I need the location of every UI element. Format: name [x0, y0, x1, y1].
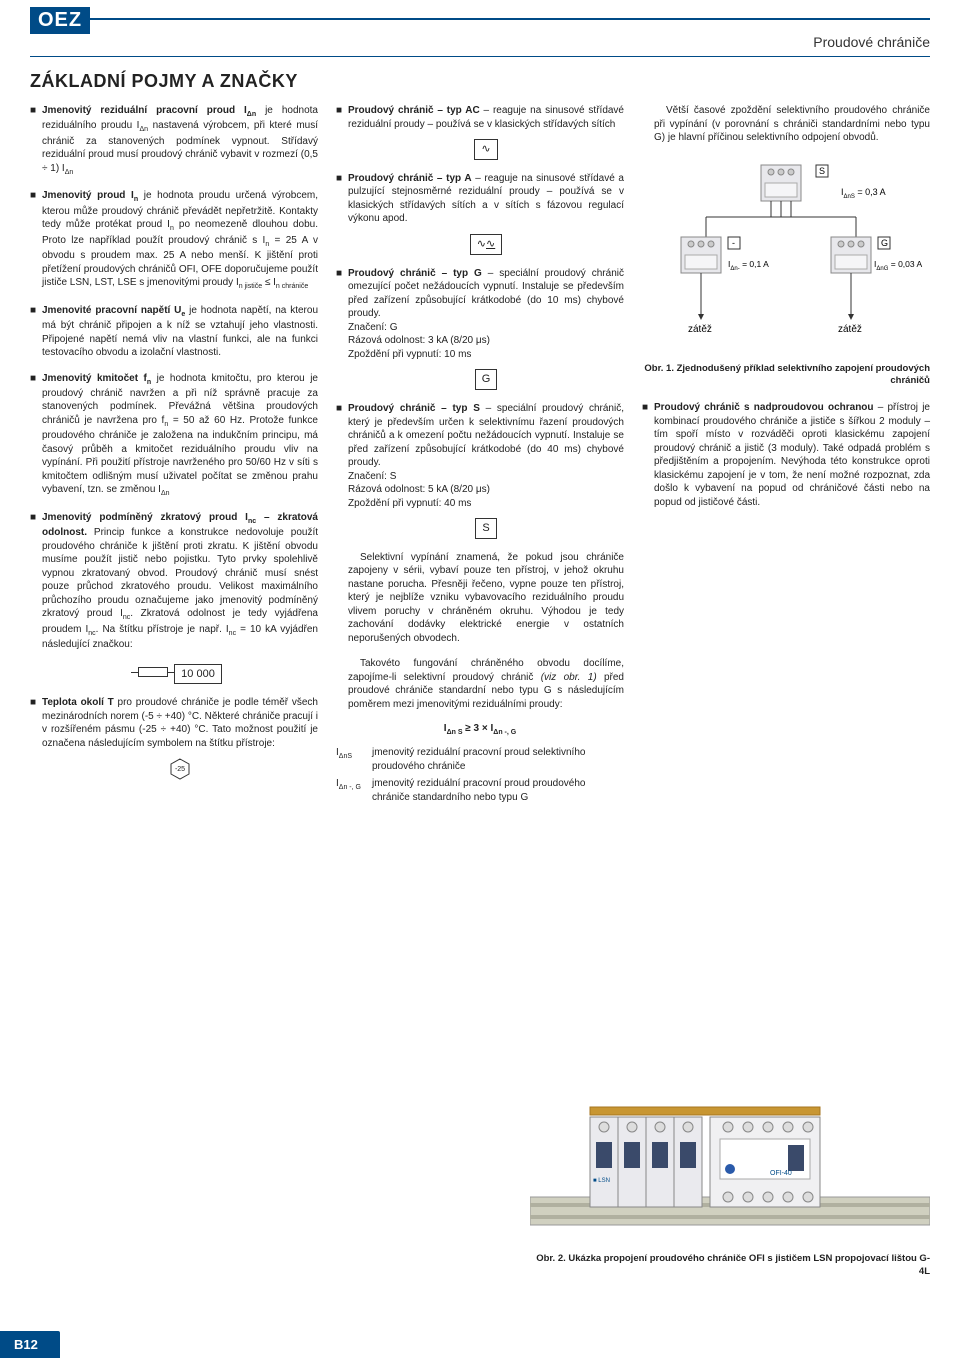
fig2-caption: Obr. 2. Ukázka propojení proudového chrá… [530, 1253, 930, 1278]
c1-item3: Jmenovité pracovní napětí Ue je hodnota … [42, 304, 318, 360]
c2-item6: Takovéto fungování chráněného obvodu doc… [348, 657, 624, 711]
svg-text:■ LSN: ■ LSN [593, 1178, 610, 1184]
g-symbol: G [475, 369, 498, 390]
svg-text:IΔnG = 0,03 A: IΔnG = 0,03 A [874, 259, 923, 272]
c1-item4: Jmenovitý kmitočet fn je hodnota kmitočt… [42, 372, 318, 499]
doc-title: Proudové chrániče [30, 34, 930, 50]
s-symbol: S [475, 518, 496, 539]
c1-item5: Jmenovitý podmíněný zkratový proud Inc –… [42, 511, 318, 685]
svg-text:S: S [819, 166, 825, 176]
svg-text:-: - [732, 238, 735, 248]
c1-item2: Jmenovitý proud In je hodnota proudu urč… [42, 189, 318, 291]
svg-text:OFI-40: OFI-40 [770, 1170, 792, 1177]
c1-item6: Teplota okolí T pro proudové chrániče je… [42, 696, 318, 780]
section-title: ZÁKLADNÍ POJMY A ZNAČKY [30, 71, 930, 92]
ac-symbol: ∿ [474, 139, 497, 160]
c2-item2: Proudový chránič – typ A – reaguje na si… [348, 172, 624, 255]
formula: IΔn S ≥ 3 × IΔn -, G [336, 723, 624, 736]
svg-text:IΔn- = 0,1 A: IΔn- = 0,1 A [728, 259, 769, 272]
svg-text:IΔnS = 0,3 A: IΔnS = 0,3 A [841, 187, 886, 200]
hex-temp-icon: -25 [169, 758, 191, 780]
c3-item2: Proudový chránič s nadproudovou ochranou… [654, 401, 930, 509]
c2-item4: Proudový chránič – typ S – speciální pro… [348, 402, 624, 539]
column-3: Větší časové zpoždění selektivního proud… [642, 104, 930, 808]
page-number: B12 [0, 1331, 60, 1358]
content-columns: ■Jmenovitý reziduální pracovní proud IΔn… [30, 104, 930, 808]
svg-text:G: G [881, 238, 888, 248]
brand-logo: OEZ [30, 7, 90, 34]
fig1-caption: Obr. 1. Zjednodušený příklad selektivníh… [642, 363, 930, 388]
inc-symbol: 10 000 [138, 660, 222, 685]
c2-item1: Proudový chránič – typ AC – reaguje na s… [348, 104, 624, 160]
a-symbol: ∿∿ [470, 234, 502, 255]
svg-text:zátěž: zátěž [838, 324, 862, 335]
c3-item1: Větší časové zpoždění selektivního proud… [654, 104, 930, 145]
c2-item5: Selektivní vypínání znamená, že pokud js… [348, 551, 624, 646]
column-1: ■Jmenovitý reziduální pracovní proud IΔn… [30, 104, 318, 808]
selectivity-diagram: S IΔnS = 0,3 A - [642, 157, 930, 357]
def2: IΔn -, Gjmenovitý reziduální pracovní pr… [336, 777, 624, 804]
def1: IΔnSjmenovitý reziduální pracovní proud … [336, 746, 624, 773]
column-2: ■Proudový chránič – typ AC – reaguje na … [336, 104, 624, 808]
c2-item3: Proudový chránič – typ G – speciální pro… [348, 267, 624, 390]
device-photo: ■ LSN OFI-40 [530, 1097, 930, 1247]
svg-text:zátěž: zátěž [688, 324, 712, 335]
c1-item1: Jmenovitý reziduální pracovní proud IΔn … [42, 104, 318, 177]
